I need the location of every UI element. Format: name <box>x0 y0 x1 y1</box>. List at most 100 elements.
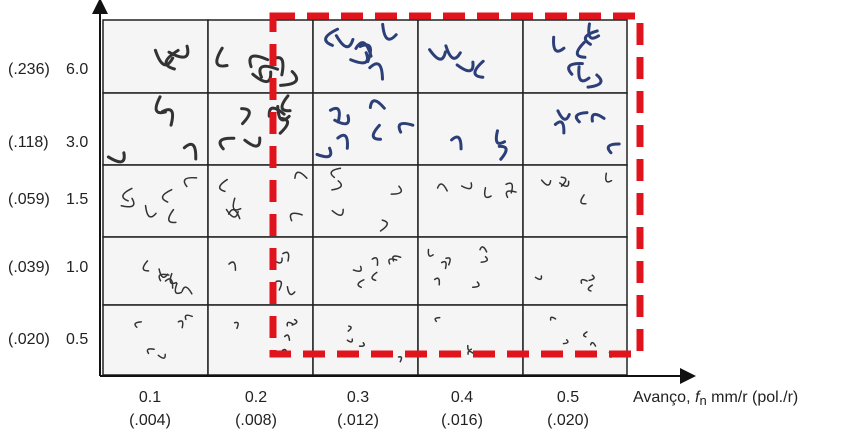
chip <box>174 282 183 295</box>
cell <box>417 164 524 238</box>
chip <box>455 60 475 73</box>
chip <box>479 246 488 253</box>
chip <box>379 219 388 232</box>
cell <box>522 304 628 376</box>
chip <box>497 144 508 161</box>
row-imperial-label: (.236) <box>8 61 50 78</box>
chip <box>368 99 386 110</box>
chip <box>146 348 155 355</box>
chip <box>587 22 601 40</box>
chip <box>534 275 543 281</box>
cell <box>522 236 628 306</box>
chip <box>158 273 170 282</box>
chip <box>160 108 175 127</box>
column-metric-label: 0.4 <box>451 389 473 406</box>
cell <box>312 164 419 238</box>
chip <box>450 135 463 151</box>
chip <box>562 338 569 345</box>
row-imperial-label: (.118) <box>8 134 49 151</box>
cell <box>522 92 628 166</box>
chip <box>575 40 587 59</box>
column-metric-label: 0.5 <box>557 389 579 406</box>
column-imperial-label: (.016) <box>441 412 483 429</box>
chip <box>587 284 594 292</box>
chip <box>352 265 362 272</box>
chip <box>161 188 173 203</box>
chip <box>589 341 597 347</box>
row-imperial-label: (.039) <box>8 259 50 276</box>
chip <box>227 208 241 220</box>
chip <box>467 344 473 351</box>
chip <box>177 320 184 329</box>
chip <box>397 356 403 363</box>
column-imperial-label: (.004) <box>129 412 171 429</box>
chip <box>436 183 448 192</box>
chip <box>381 22 398 41</box>
chip <box>586 73 603 89</box>
cell <box>417 92 524 166</box>
row-metric-label: 3.0 <box>66 134 88 151</box>
chip <box>473 59 485 79</box>
chip <box>215 46 229 68</box>
cell <box>207 304 314 376</box>
chip <box>144 204 157 218</box>
column-metric-label: 0.3 <box>347 389 369 406</box>
chip <box>134 321 142 329</box>
chip <box>328 106 341 124</box>
chip <box>279 70 299 87</box>
chip <box>357 279 365 289</box>
chip <box>552 35 566 53</box>
chip <box>433 277 441 286</box>
chip <box>580 194 587 205</box>
chip <box>371 257 379 267</box>
chip <box>574 111 589 124</box>
cell <box>102 304 209 376</box>
chip <box>122 187 133 202</box>
chip <box>157 353 166 359</box>
chip <box>480 255 489 263</box>
chip <box>505 190 517 199</box>
chip <box>428 48 447 61</box>
chip <box>440 260 447 270</box>
chip <box>283 334 291 341</box>
row-imperial-label: (.059) <box>8 191 50 208</box>
chip <box>164 278 174 289</box>
chip <box>368 62 384 81</box>
chip <box>182 142 198 161</box>
cell <box>312 236 419 306</box>
chip <box>331 208 344 216</box>
column-imperial-label: (.012) <box>337 412 379 429</box>
cell <box>312 304 419 376</box>
row-imperial-label: (.020) <box>8 331 50 348</box>
chip <box>275 280 283 291</box>
chip <box>606 142 621 155</box>
chip <box>330 167 342 179</box>
chip <box>164 48 180 71</box>
chip <box>467 350 474 355</box>
cell <box>417 304 524 376</box>
chip <box>483 187 492 199</box>
chip <box>291 318 298 326</box>
chip <box>346 338 354 343</box>
chip <box>258 64 280 79</box>
chip <box>184 314 193 321</box>
chip <box>267 106 286 118</box>
chip <box>294 171 308 179</box>
chip <box>590 112 606 123</box>
row-metric-label: 0.5 <box>66 331 88 348</box>
chip <box>331 180 343 191</box>
chip <box>434 316 441 323</box>
chip <box>120 197 135 208</box>
chip <box>558 180 570 187</box>
chip <box>168 208 177 224</box>
chip <box>567 62 584 76</box>
chip <box>251 70 273 84</box>
chip <box>358 341 365 347</box>
cell <box>522 164 628 238</box>
chip <box>588 274 595 282</box>
chip <box>334 34 355 49</box>
chip <box>460 182 473 190</box>
chip <box>218 136 236 151</box>
chip <box>153 48 175 67</box>
